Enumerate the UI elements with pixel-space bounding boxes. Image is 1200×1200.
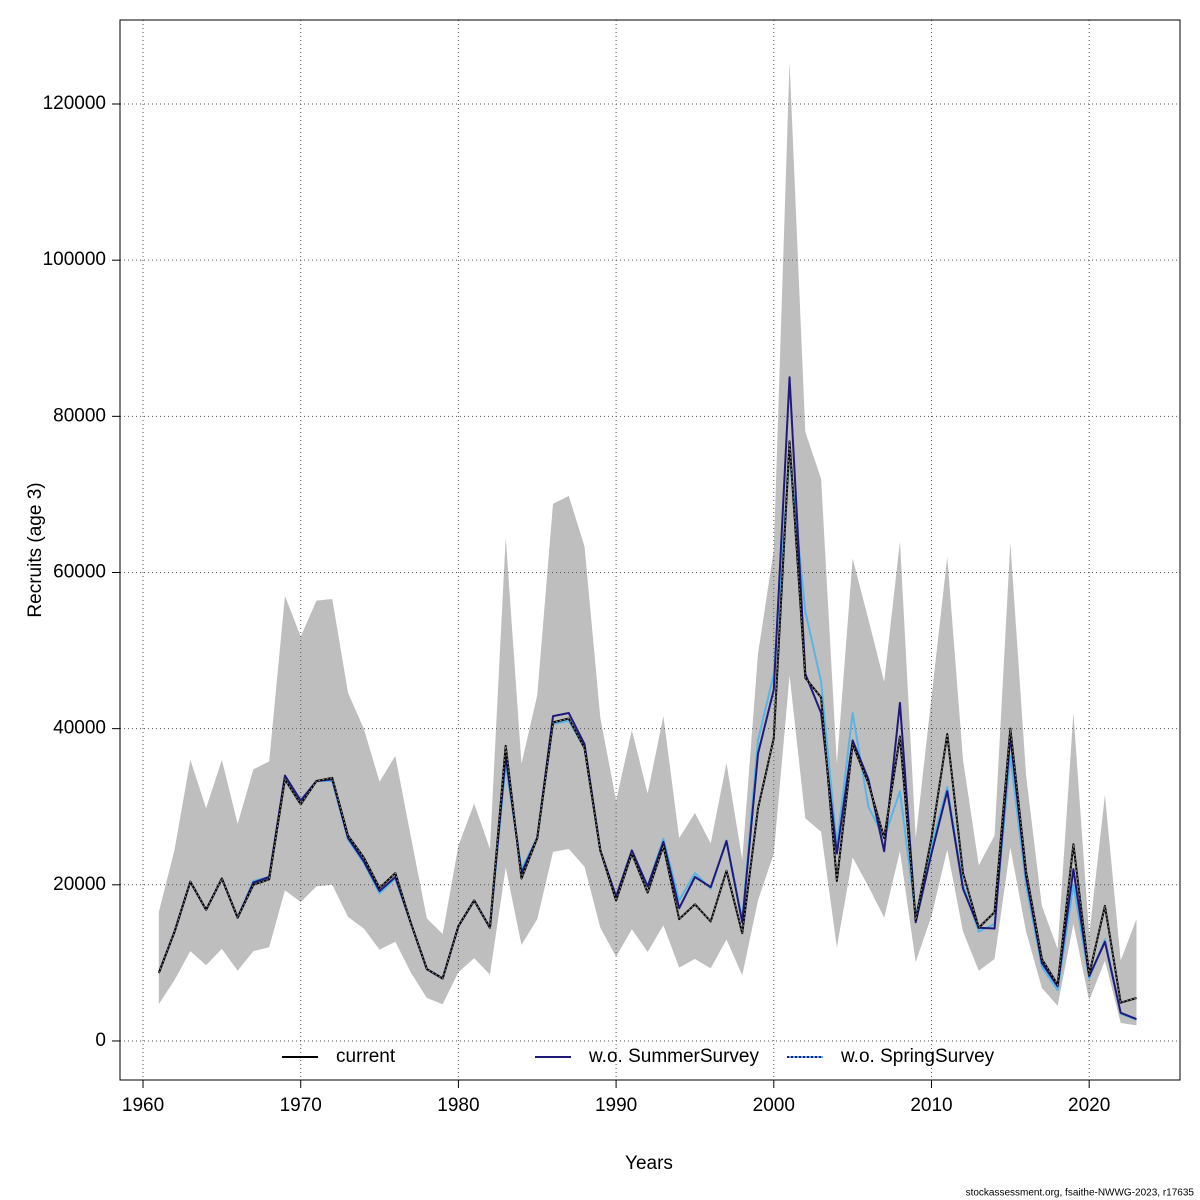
y-axis-label: Recruits (age 3) xyxy=(25,482,46,617)
x-tick-label: 1970 xyxy=(280,1095,322,1116)
series-line-overlay xyxy=(158,441,1137,1004)
x-tick-label: 2020 xyxy=(1068,1095,1110,1116)
y-tick-label: 40000 xyxy=(53,718,106,739)
y-tick-label: 120000 xyxy=(43,93,106,114)
y-tick-label: 60000 xyxy=(53,562,106,583)
legend-label: w.o. SummerSurvey xyxy=(588,1046,759,1067)
x-tick-label: 2000 xyxy=(753,1095,795,1116)
x-axis-label: Years xyxy=(625,1153,673,1174)
footer: stockassessment.org, fsaithe-NWWG-2023, … xyxy=(966,1188,1195,1199)
x-tick-label: 2010 xyxy=(910,1095,952,1116)
y-tick-label: 20000 xyxy=(53,874,106,895)
x-tick-label: 1960 xyxy=(122,1095,164,1116)
x-tick-label: 1980 xyxy=(437,1095,479,1116)
y-tick-label: 100000 xyxy=(43,249,106,270)
y-tick-label: 80000 xyxy=(53,405,106,426)
x-tick-label: 1990 xyxy=(595,1095,637,1116)
legend-label: w.o. SpringSurvey xyxy=(840,1046,995,1067)
plot-frame xyxy=(119,19,1181,1081)
y-tick-label: 0 xyxy=(95,1030,106,1051)
legend-label: current xyxy=(336,1046,396,1067)
